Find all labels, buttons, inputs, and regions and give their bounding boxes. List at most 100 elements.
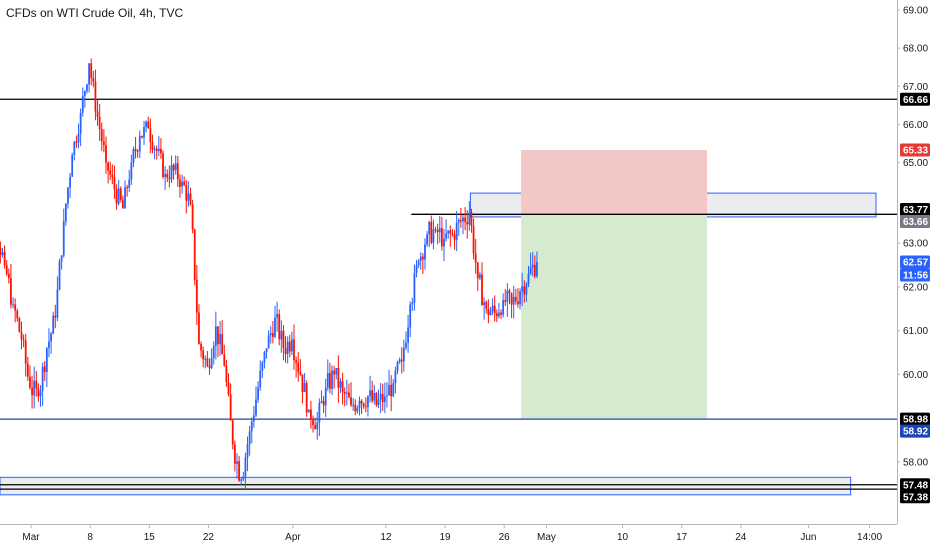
candle	[307, 409, 310, 413]
candle-body	[310, 409, 312, 420]
candle-body	[56, 289, 59, 318]
price-tag-text: 58.98	[903, 415, 928, 426]
candle	[485, 300, 488, 314]
price-tag-text: 63.77	[903, 205, 928, 216]
candle-body	[98, 116, 101, 130]
price-tag-text: 65.33	[903, 145, 928, 156]
candle-body	[185, 185, 188, 201]
candle	[111, 164, 114, 185]
candle	[508, 288, 511, 305]
candle-body	[440, 228, 443, 247]
candle-body	[229, 394, 232, 421]
candle	[176, 155, 179, 187]
candle-body	[149, 128, 152, 142]
price-tag-bg	[900, 412, 930, 426]
candle	[157, 136, 160, 157]
candle-body	[409, 304, 412, 328]
candle	[506, 283, 509, 317]
candle-body	[26, 363, 29, 377]
candle-body	[495, 313, 498, 317]
candle	[102, 129, 105, 153]
candle-body	[424, 244, 426, 260]
candle-body	[41, 366, 44, 392]
candle-body	[200, 343, 202, 351]
candle-body	[293, 339, 295, 361]
candle-body	[31, 387, 33, 396]
candle	[261, 360, 264, 378]
candle	[217, 326, 219, 358]
candle	[227, 373, 230, 397]
y-tick-label: 58.00	[903, 457, 928, 468]
candle-body	[214, 326, 217, 347]
candle	[246, 436, 249, 472]
candle-body	[447, 230, 450, 234]
candle	[267, 330, 270, 349]
candle-body	[227, 382, 230, 395]
candle	[527, 265, 530, 288]
candle-body	[75, 141, 78, 143]
candle-body	[428, 221, 431, 235]
price-tag: 58.98	[900, 412, 930, 426]
candle-body	[111, 174, 114, 178]
candle	[459, 207, 462, 228]
candle-body	[69, 176, 71, 188]
candle-body	[377, 399, 380, 406]
candle	[109, 161, 112, 181]
candle-body	[212, 346, 215, 358]
candle	[519, 288, 521, 310]
candle-body	[269, 332, 272, 336]
candle	[86, 83, 88, 94]
candle-body	[198, 312, 200, 344]
candle	[252, 405, 255, 428]
candle	[238, 455, 240, 482]
candle	[424, 238, 426, 270]
candle	[43, 361, 46, 382]
candle	[221, 320, 224, 355]
candle-body	[500, 312, 502, 315]
candle-body	[50, 333, 52, 342]
candle	[183, 176, 186, 187]
candle	[185, 180, 188, 214]
candle	[149, 118, 152, 154]
candle-body	[233, 444, 236, 464]
candle	[487, 299, 490, 324]
candle	[18, 316, 21, 333]
candle-body	[369, 390, 371, 397]
y-tick-label: 62.00	[903, 282, 928, 293]
candle	[181, 174, 183, 194]
candle	[236, 453, 238, 479]
candle-body	[451, 233, 454, 235]
candle-body	[318, 403, 321, 423]
candle	[430, 215, 433, 245]
candle-body	[24, 340, 27, 364]
candle-body	[18, 318, 21, 332]
candle	[31, 375, 33, 409]
candle	[187, 181, 190, 207]
candle-body	[464, 217, 467, 222]
candle-body	[86, 84, 88, 92]
candle-body	[290, 339, 293, 352]
candle	[495, 309, 498, 323]
candle	[126, 184, 129, 197]
candle	[113, 165, 116, 199]
candle-body	[523, 286, 526, 295]
candle	[474, 238, 477, 274]
candle-body	[119, 188, 122, 200]
candle	[107, 161, 110, 184]
x-tick-label: 22	[203, 532, 215, 543]
candle-body	[282, 330, 285, 349]
candle-body	[525, 284, 528, 295]
candle-body	[459, 219, 462, 222]
take-profit-zone	[521, 214, 707, 420]
candle-body	[208, 365, 211, 368]
x-tick-label: Apr	[285, 532, 301, 543]
candle-body	[491, 305, 494, 312]
candle	[208, 358, 211, 375]
candle	[164, 166, 167, 190]
candle	[407, 314, 409, 353]
candle-body	[204, 358, 207, 360]
price-tag-bg	[900, 255, 930, 269]
candle	[310, 400, 312, 429]
